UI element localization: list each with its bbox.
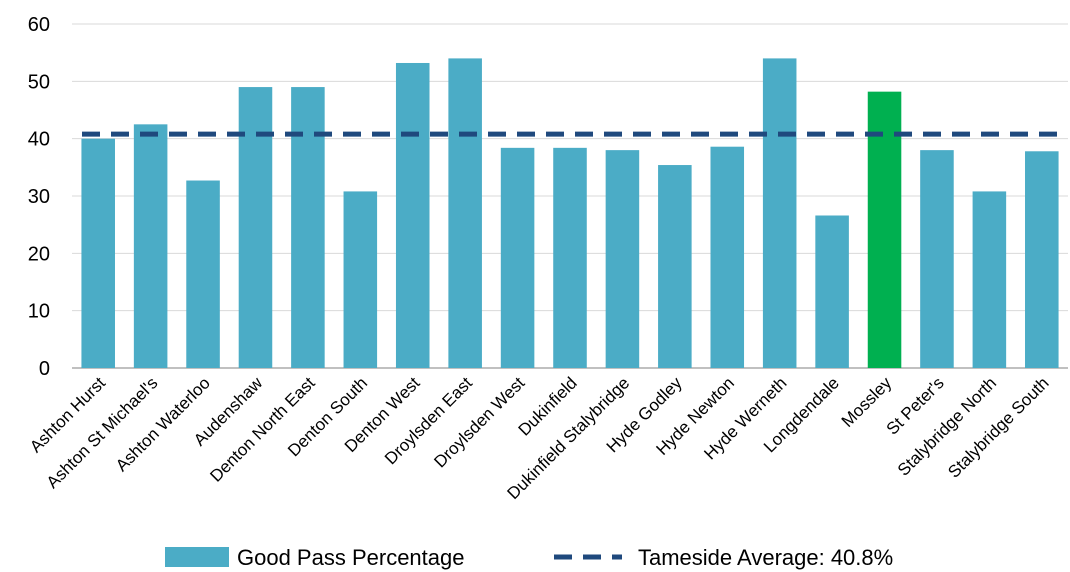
bar xyxy=(238,87,273,369)
bar xyxy=(81,138,115,368)
y-tick-label: 50 xyxy=(28,71,50,93)
y-axis: 0 10 20 30 40 50 60 xyxy=(28,14,50,380)
x-tick-label: Stalybridge South xyxy=(944,373,1052,481)
y-tick-label: 20 xyxy=(28,243,50,265)
bar xyxy=(658,165,692,368)
bar xyxy=(291,87,325,369)
bar xyxy=(553,147,587,368)
x-tick-label: Ashton Waterloo xyxy=(112,373,214,475)
bar xyxy=(815,215,849,368)
bar xyxy=(500,147,535,368)
y-tick-label: 30 xyxy=(28,186,50,208)
legend-label-average: Tameside Average: 40.8% xyxy=(638,545,893,570)
bar xyxy=(133,124,168,368)
legend: Good Pass Percentage Tameside Average: 4… xyxy=(165,545,893,570)
y-tick-label: 60 xyxy=(28,14,50,36)
bar xyxy=(920,150,954,368)
legend-swatch-good-pass xyxy=(165,547,229,567)
bar xyxy=(395,62,430,369)
bar xyxy=(762,58,797,369)
bar xyxy=(1025,151,1059,368)
bar xyxy=(710,146,745,368)
bar xyxy=(343,191,378,368)
bar xyxy=(605,150,640,368)
y-tick-label: 10 xyxy=(28,301,50,323)
x-tick-label: Stalybridge North xyxy=(894,373,1000,479)
y-tick-label: 40 xyxy=(28,129,50,151)
bars xyxy=(81,58,1059,369)
bar xyxy=(448,58,482,369)
y-tick-label: 0 xyxy=(39,358,50,380)
bar xyxy=(186,180,220,368)
x-tick-label: Droylsden West xyxy=(430,373,528,471)
bar xyxy=(867,91,902,369)
legend-label-good-pass: Good Pass Percentage xyxy=(237,545,464,570)
bar xyxy=(972,191,1007,368)
